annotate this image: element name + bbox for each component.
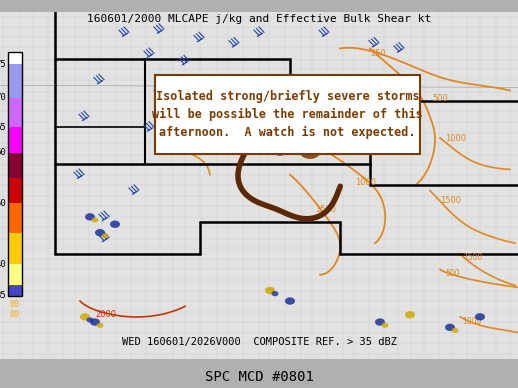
Bar: [155, 75, 420, 154]
Ellipse shape: [452, 328, 458, 333]
Text: 160601/2000 MLCAPE j/kg and Effective Bulk Shear kt: 160601/2000 MLCAPE j/kg and Effective Bu…: [87, 14, 431, 24]
Bar: [8, 52, 22, 296]
Ellipse shape: [290, 120, 310, 135]
Text: 60: 60: [0, 148, 6, 157]
Ellipse shape: [405, 311, 415, 319]
Text: 250: 250: [158, 131, 174, 140]
Text: SPC MCD #0801: SPC MCD #0801: [205, 370, 313, 384]
Ellipse shape: [381, 322, 388, 328]
Bar: [8, 178, 22, 203]
Ellipse shape: [80, 313, 90, 320]
Text: 1500: 1500: [315, 204, 336, 213]
Text: 2000: 2000: [95, 310, 116, 319]
Text: 40: 40: [0, 260, 6, 269]
Text: 250: 250: [308, 112, 324, 121]
Ellipse shape: [299, 128, 311, 137]
Bar: [8, 152, 22, 178]
Bar: [8, 98, 22, 127]
Ellipse shape: [280, 126, 310, 149]
Text: 1500: 1500: [463, 253, 482, 262]
Text: 500: 500: [432, 94, 448, 103]
Bar: [8, 127, 22, 152]
Bar: [8, 52, 22, 64]
Ellipse shape: [271, 141, 289, 156]
Ellipse shape: [110, 220, 120, 228]
Ellipse shape: [95, 229, 105, 236]
Ellipse shape: [308, 130, 322, 141]
Text: 50: 50: [0, 199, 6, 208]
Text: 500: 500: [445, 269, 459, 278]
Ellipse shape: [102, 233, 108, 238]
Text: Isolated strong/briefly severe storms
will be possible the remainder of this
aft: Isolated strong/briefly severe storms wi…: [152, 90, 423, 139]
Text: 500: 500: [155, 105, 171, 114]
Bar: [8, 264, 22, 285]
Text: 250: 250: [370, 49, 386, 58]
Ellipse shape: [285, 297, 295, 305]
Text: 75: 75: [0, 60, 6, 69]
Ellipse shape: [90, 319, 100, 326]
Text: 1500: 1500: [440, 196, 461, 205]
Ellipse shape: [375, 319, 385, 326]
Text: 00: 00: [10, 310, 20, 319]
Bar: [8, 285, 22, 296]
Ellipse shape: [286, 140, 294, 146]
Bar: [8, 203, 22, 233]
Text: 70: 70: [0, 94, 6, 102]
Text: WED 160601/2026V000  COMPOSITE REF. > 35 dBZ: WED 160601/2026V000 COMPOSITE REF. > 35 …: [122, 337, 396, 347]
Text: 1000: 1000: [462, 317, 481, 326]
Text: 35: 35: [0, 291, 6, 300]
Text: 65: 65: [0, 123, 6, 132]
Ellipse shape: [96, 322, 104, 328]
Ellipse shape: [299, 142, 321, 159]
Ellipse shape: [314, 139, 322, 144]
Ellipse shape: [87, 317, 94, 322]
Text: 00: 00: [10, 300, 20, 309]
Ellipse shape: [85, 213, 95, 220]
Text: 1000: 1000: [355, 178, 376, 187]
Bar: [8, 64, 22, 98]
Ellipse shape: [92, 217, 98, 223]
Ellipse shape: [265, 287, 275, 294]
Ellipse shape: [271, 291, 279, 296]
Ellipse shape: [445, 324, 455, 331]
Text: 1000: 1000: [445, 134, 466, 143]
Ellipse shape: [475, 313, 485, 320]
Bar: [8, 233, 22, 264]
